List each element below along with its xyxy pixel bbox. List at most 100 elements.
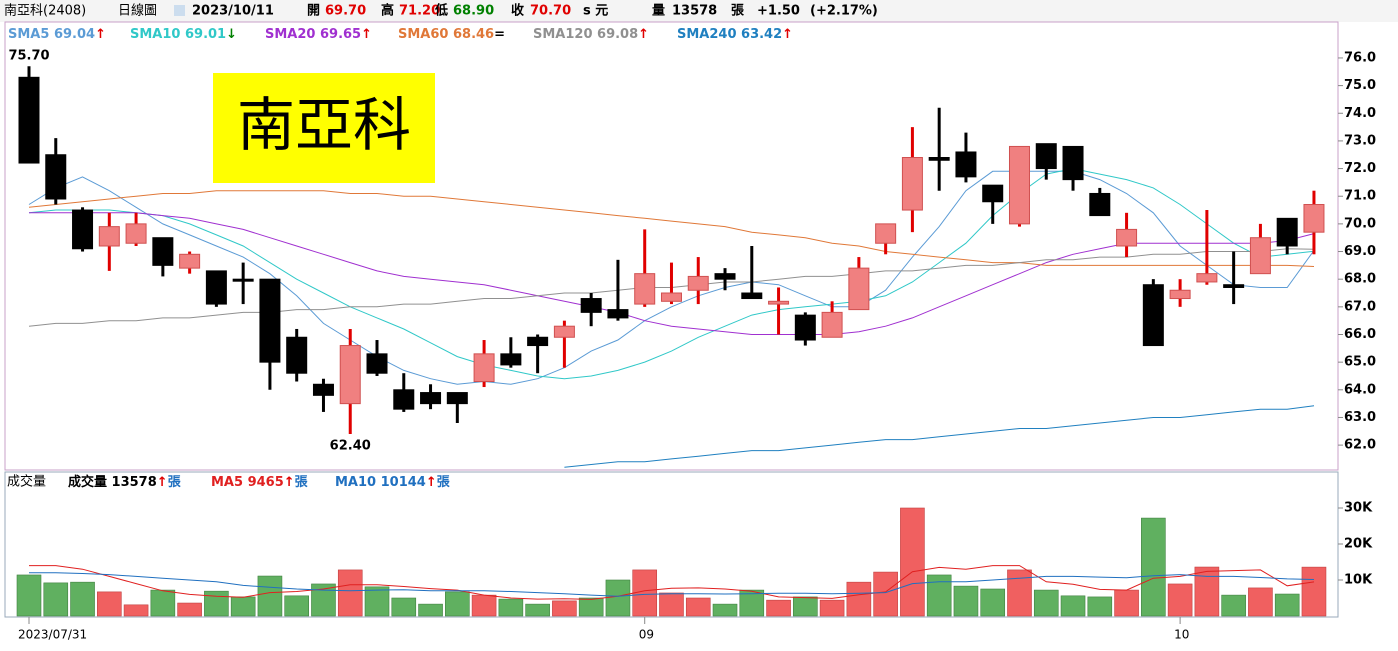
candle-body (179, 253, 201, 269)
candle-body (1035, 143, 1057, 170)
candle-body (1116, 228, 1138, 247)
candle-body (393, 389, 415, 410)
unit: s 元 (583, 4, 608, 19)
candle-body (1249, 237, 1271, 275)
legend-trend: ↓ (226, 27, 237, 42)
legend-entry: SMA10 69.01↓ (130, 27, 237, 42)
candle-body (687, 275, 709, 291)
high-label: 高 (381, 3, 394, 19)
stock: 南亞科(2408) (4, 3, 86, 19)
y-tick-label: 68.0 (1344, 272, 1376, 287)
checkbox[interactable] (174, 5, 185, 16)
volume-bar (793, 596, 818, 617)
price-annotation: 62.40 (330, 439, 371, 454)
candle-body (1169, 289, 1191, 300)
header-bar (0, 0, 1398, 22)
candle-body (875, 223, 897, 244)
candle-body (741, 292, 763, 300)
volume-bar (953, 585, 979, 617)
close-label: 收 (511, 3, 525, 19)
legend-name: SMA120 (533, 27, 593, 42)
volume-bar (177, 602, 202, 617)
candle-body (527, 336, 549, 347)
legend-trend: ↑ (782, 27, 793, 42)
volume-bar (1007, 569, 1032, 617)
volume-bar (525, 603, 550, 617)
candle-body (286, 336, 308, 374)
candle-body (1008, 145, 1030, 225)
legend-entry: MA10 10144↑張 (335, 475, 451, 490)
volume-bar (471, 594, 497, 617)
legend-name: MA10 (335, 475, 376, 490)
volume-bar (712, 603, 738, 617)
legend-entry: MA5 9465↑張 (211, 475, 309, 490)
legend-value: 69.65 (320, 27, 361, 42)
volume-bar (1301, 566, 1327, 617)
volume-bar (70, 581, 95, 617)
y-tick-label: 65.0 (1344, 355, 1376, 370)
price-panel (4, 21, 1339, 471)
volume-bar (418, 603, 443, 617)
volume-bar (578, 597, 604, 617)
candle-body (339, 345, 361, 405)
legend-trend: ↑ (361, 27, 372, 42)
volume-bar (1033, 589, 1059, 617)
volume-bar (1087, 596, 1113, 617)
volume-bar (498, 598, 524, 617)
open: 69.70 (325, 4, 366, 19)
candle-body (1196, 273, 1218, 283)
candle-body (982, 184, 1004, 203)
volume-bar (1274, 593, 1300, 617)
volume-bar (16, 574, 42, 617)
volume-bar (43, 582, 69, 617)
candle-body (848, 267, 870, 311)
volume-bar (204, 590, 229, 617)
ma-line (28, 168, 1315, 380)
y-tick-label: 74.0 (1344, 106, 1376, 121)
legend-entry: SMA60 68.46= (398, 27, 505, 42)
chart-title: 南亞科 (237, 91, 411, 159)
volume-title: 成交量 (7, 474, 46, 490)
volume-bar (685, 597, 711, 617)
y-tick-label: 75.0 (1344, 78, 1376, 93)
candle-body (259, 278, 281, 363)
candle-body (98, 226, 120, 247)
candle-body (1303, 204, 1325, 233)
y-tick-label: 70.0 (1344, 216, 1376, 231)
y-tick-label: 71.0 (1344, 189, 1376, 204)
volume-ma-line (29, 565, 1315, 600)
low-label: 低 (434, 3, 448, 19)
legend-value: 69.08 (597, 27, 638, 42)
candle-body (45, 154, 67, 200)
volume-bar (605, 579, 631, 617)
volume-bar (980, 588, 1006, 617)
legend-value: 10144 (381, 475, 426, 490)
volume-bar (123, 604, 149, 617)
candle-body (955, 151, 977, 178)
volume-bar (873, 571, 898, 617)
legend-trend: ↑ (157, 475, 168, 490)
volume-bar (445, 591, 470, 617)
legend-trend: ↑ (638, 27, 649, 42)
y-tick-label: 30K (1344, 501, 1373, 516)
candle-body (660, 292, 682, 302)
volume-bar (1194, 566, 1220, 617)
candle-body (125, 223, 147, 244)
candle-body (1223, 284, 1245, 288)
legend-trend: ↑ (284, 475, 295, 490)
candle-body (473, 353, 495, 383)
candle-body (420, 392, 442, 405)
volume-bar (739, 589, 765, 617)
legend-entry: SMA120 69.08↑ (533, 27, 649, 42)
y-tick-label: 62.0 (1344, 438, 1376, 453)
candle-body (901, 157, 923, 211)
change-pct: (+2.17%) (810, 4, 878, 19)
candle-body (634, 273, 656, 305)
volume-bar (1060, 595, 1086, 617)
legend-value: 9465 (248, 475, 284, 490)
y-tick-label: 76.0 (1344, 50, 1376, 65)
legend-unit: 張 (437, 475, 451, 490)
ma-line (28, 190, 1315, 267)
candle-body (768, 300, 790, 305)
